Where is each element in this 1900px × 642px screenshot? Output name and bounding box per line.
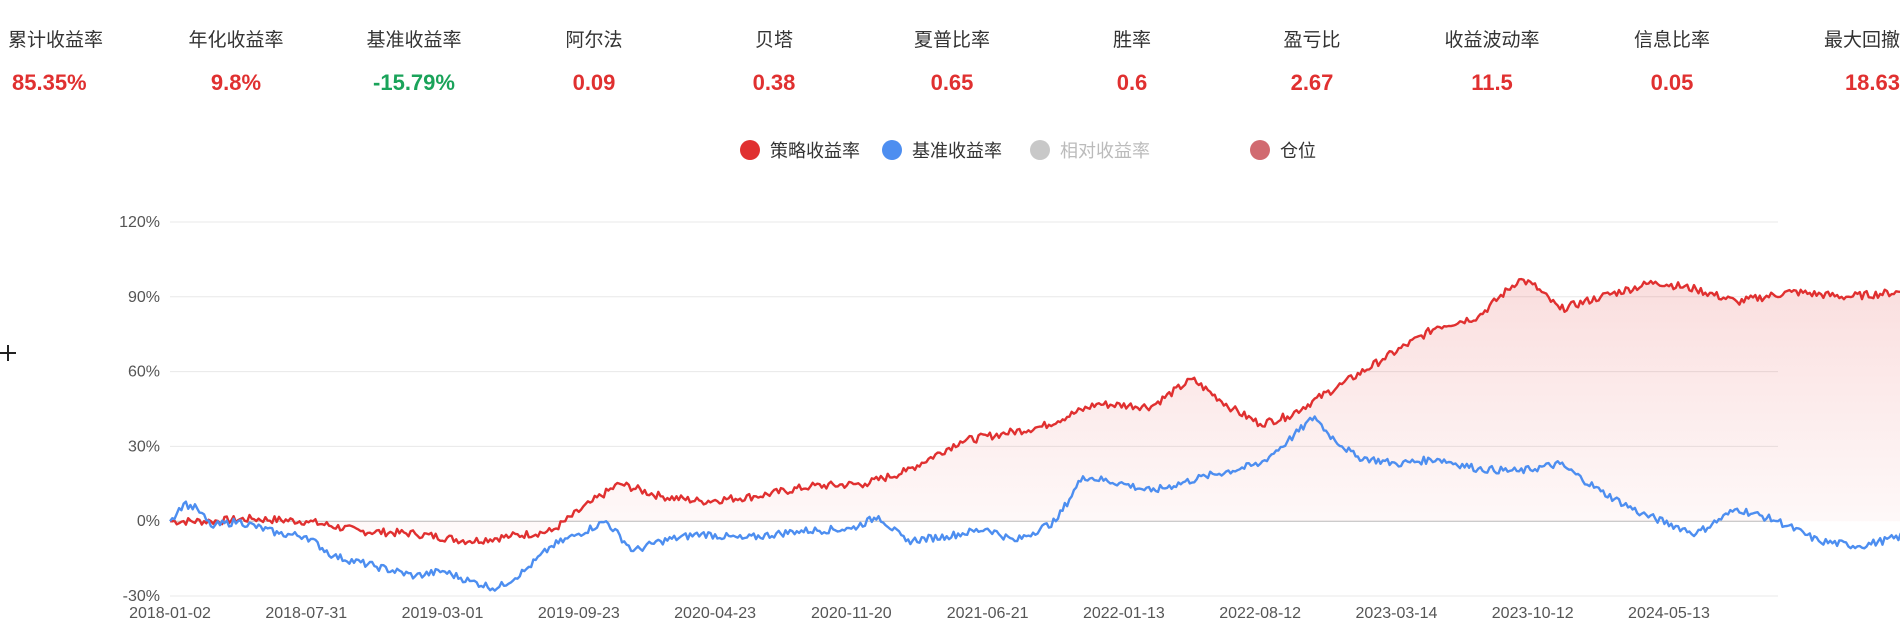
metric-label: 最大回撤 [1823, 30, 1900, 51]
legend-item-0[interactable]: 策略收益率 [740, 138, 860, 162]
metric-3: 阿尔法 0.09 [504, 28, 684, 98]
metric-value: 11.5 [1471, 70, 1513, 95]
strategy-line [169, 277, 1900, 546]
metric-value: -15.79% [373, 70, 455, 95]
legend-item-1[interactable]: 基准收益率 [882, 138, 1002, 162]
x-tick-label: 2024-05-13 [1628, 605, 1710, 622]
legend-dot-icon [740, 140, 760, 160]
y-tick-label: 30% [128, 438, 160, 455]
metric-6: 胜率 0.6 [1042, 28, 1222, 98]
metric-9: 信息比率 0.05 [1582, 28, 1762, 98]
strategy-area [170, 279, 1900, 544]
y-tick-label: -30% [123, 588, 160, 605]
legend-dot-icon [1030, 140, 1050, 160]
x-tick-label: 2020-04-23 [674, 605, 756, 622]
x-tick-label: 2020-11-20 [811, 605, 892, 622]
metric-5: 夏普比率 0.65 [862, 28, 1042, 98]
metric-value: 0.65 [930, 70, 974, 95]
legend-label: 策略收益率 [770, 141, 860, 161]
metric-label: 夏普比率 [913, 30, 990, 51]
y-tick-label: 90% [128, 289, 160, 306]
metric-1: 年化收益率 9.8% [146, 28, 326, 98]
metric-value: 0.09 [572, 70, 616, 95]
x-tick-label: 2018-01-02 [129, 605, 211, 622]
x-tick-label: 2019-09-23 [538, 605, 620, 622]
x-tick-label: 2023-03-14 [1356, 605, 1438, 622]
metric-10: 最大回撤 18.63 [1720, 28, 1900, 98]
x-tick-label: 2022-08-12 [1219, 605, 1301, 622]
x-tick-label: 2021-06-21 [947, 605, 1029, 622]
benchmark-line [169, 415, 1900, 592]
metric-8: 收益波动率 11.5 [1402, 28, 1582, 98]
legend-item-3[interactable]: 仓位 [1250, 138, 1316, 162]
metric-value: 0.05 [1650, 70, 1694, 95]
y-tick-label: 0% [137, 513, 160, 530]
y-tick-label: 120% [119, 214, 160, 231]
legend-label: 基准收益率 [912, 141, 1002, 161]
metric-value: 0.6 [1116, 70, 1148, 95]
legend-label: 仓位 [1280, 141, 1316, 161]
metric-label: 基准收益率 [366, 30, 462, 51]
legend-dot-icon [1250, 140, 1270, 160]
metric-label: 贝塔 [754, 30, 793, 51]
legend-label: 相对收益率 [1060, 141, 1150, 161]
metric-label: 年化收益率 [188, 30, 284, 51]
metric-label: 胜率 [1112, 30, 1151, 51]
metric-label: 阿尔法 [565, 30, 623, 51]
x-tick-label: 2019-03-01 [402, 605, 484, 622]
metric-value: 85.35% [12, 70, 87, 95]
metric-value: 9.8% [210, 70, 262, 95]
crosshair-cursor-icon [0, 345, 16, 361]
metric-value: 18.63 [1844, 70, 1900, 95]
metric-value: 0.38 [752, 70, 796, 95]
x-tick-label: 2022-01-13 [1083, 605, 1165, 622]
metrics-panel: 累计收益率 85.35% 年化收益率 9.8% 基准收益率 -15.79% 阿尔法 0.09 贝… [0, 0, 1900, 110]
metric-label: 信息比率 [1633, 30, 1710, 51]
legend-dot-icon [882, 140, 902, 160]
x-tick-label: 2018-07-31 [265, 605, 347, 622]
metric-label: 盈亏比 [1283, 30, 1341, 51]
metric-value: 2.67 [1290, 70, 1334, 95]
metric-label: 收益波动率 [1444, 30, 1540, 51]
metric-7: 盈亏比 2.67 [1222, 28, 1402, 98]
metric-label: 累计收益率 [8, 30, 104, 51]
metric-4: 贝塔 0.38 [684, 28, 864, 98]
metric-2: 基准收益率 -15.79% [324, 28, 504, 98]
x-tick-label: 2023-10-12 [1492, 605, 1574, 622]
y-tick-label: 60% [128, 364, 160, 381]
metric-0: 累计收益率 85.35% [0, 28, 180, 98]
legend-item-2[interactable]: 相对收益率 [1030, 138, 1150, 162]
